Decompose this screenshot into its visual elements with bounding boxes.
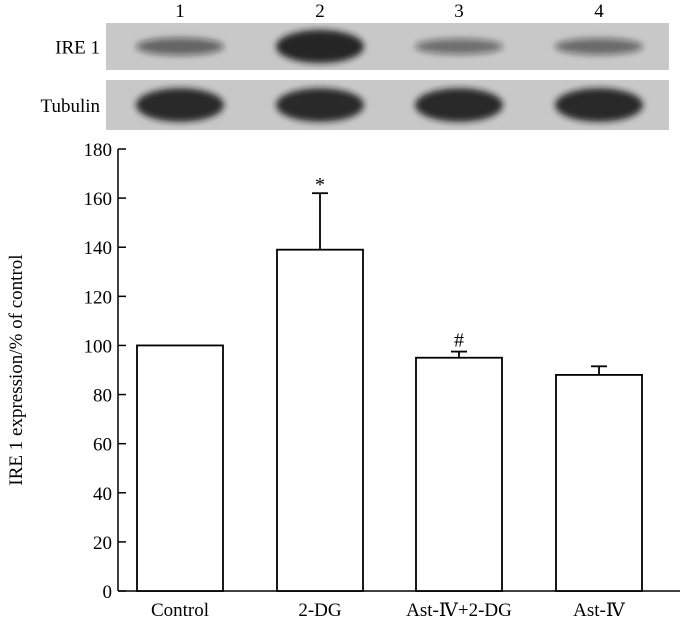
y-axis: 0 20 40 60 80 100 120 140 160 180 xyxy=(84,140,126,603)
blot-band xyxy=(555,88,643,122)
blot-band xyxy=(276,88,364,122)
lane-number: 3 xyxy=(454,1,464,22)
y-tick-label: 160 xyxy=(84,189,113,210)
x-category-labels: Control 2-DG Ast-Ⅳ+2-DG Ast-Ⅳ xyxy=(151,600,626,621)
blot-row: Tubulin xyxy=(41,80,669,130)
x-category-label: Ast-Ⅳ xyxy=(573,600,626,621)
y-tick-label: 20 xyxy=(93,533,112,554)
bar xyxy=(136,344,224,592)
x-category-label: 2-DG xyxy=(298,600,342,621)
bar-chart: IRE 1 expression/% of control 0 20 40 60 80 1… xyxy=(6,140,680,621)
significance-mark: # xyxy=(454,330,464,352)
lane-numbers: 1 2 3 4 xyxy=(175,1,604,22)
x-category-label: Ast-Ⅳ+2-DG xyxy=(406,600,512,621)
blot-band xyxy=(136,88,224,122)
blot-row-label: IRE 1 xyxy=(55,38,100,59)
y-tick-label: 100 xyxy=(84,336,113,357)
blot-rows: IRE 1 Tubulin xyxy=(41,23,669,130)
blot-band xyxy=(415,88,503,122)
y-tick-label: 40 xyxy=(93,484,112,505)
blot-row-label: Tubulin xyxy=(41,96,101,117)
bars xyxy=(136,248,643,592)
bar xyxy=(415,356,503,592)
blot-band xyxy=(415,38,503,55)
y-tick-label: 60 xyxy=(93,435,112,456)
bar xyxy=(555,374,643,592)
blot-band xyxy=(276,29,364,64)
x-category-label: Control xyxy=(151,600,209,621)
western-blot-panel: 1 2 3 4 IRE 1 Tubulin xyxy=(41,1,669,130)
y-tick-label: 80 xyxy=(93,386,112,407)
y-tick-label: 120 xyxy=(84,287,113,308)
y-tick-label: 0 xyxy=(103,582,113,603)
blot-row: IRE 1 xyxy=(55,23,669,70)
lane-number: 2 xyxy=(315,1,325,22)
error-bars xyxy=(312,192,607,375)
bar xyxy=(276,248,364,592)
y-axis-title: IRE 1 expression/% of control xyxy=(6,254,27,485)
significance-mark: * xyxy=(315,174,325,196)
significance-annotations: *# xyxy=(315,174,464,351)
y-tick-label: 180 xyxy=(84,140,113,161)
y-tick-label: 140 xyxy=(84,238,113,259)
blot-band xyxy=(555,38,643,55)
blot-band xyxy=(136,37,224,56)
lane-number: 4 xyxy=(594,1,604,22)
lane-number: 1 xyxy=(175,1,185,22)
